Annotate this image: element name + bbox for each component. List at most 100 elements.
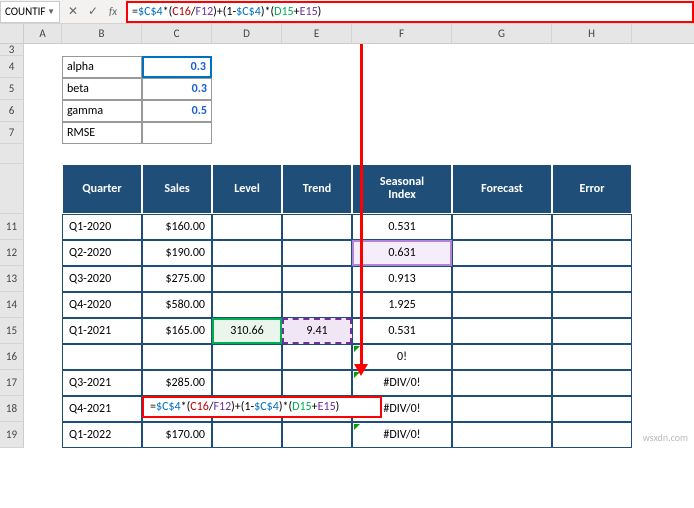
cell-level[interactable]: 310.66 [212,318,282,344]
cell-trend[interactable] [282,344,352,370]
cell-error[interactable] [552,370,632,396]
cell-quarter[interactable]: Q4-2021 [62,396,142,422]
cell-forecast[interactable] [452,344,552,370]
cell-forecast[interactable] [452,422,552,448]
row-header[interactable]: 4 [0,56,24,78]
cell-quarter[interactable]: Q3-2021 [62,370,142,396]
row-header[interactable]: 14 [0,292,24,318]
inline-formula-overlay: =$C$4*(C16/F12)+(1-$C$4)*(D15+E15) [142,396,382,418]
cell-trend[interactable] [282,214,352,240]
row-header[interactable]: 5 [0,78,24,100]
param-label: RMSE [62,122,142,144]
column-header[interactable]: E [282,24,352,43]
cell-trend[interactable] [282,266,352,292]
formula-input[interactable]: =$C$4*(C16/F12)+(1-$C$4)*(D15+E15) [126,1,694,23]
param-value[interactable]: 0.3 [142,56,212,78]
row-header[interactable]: 3 [0,44,24,56]
row-header[interactable]: 13 [0,266,24,292]
select-all-corner[interactable] [0,24,24,43]
row-header[interactable]: 19 [0,422,24,448]
row-header[interactable]: 15 [0,318,24,344]
annotation-arrow [360,44,363,366]
name-box-dropdown-icon[interactable]: ▼ [47,7,55,17]
cell-trend[interactable] [282,370,352,396]
row-header[interactable] [0,164,24,214]
table-header: Level [212,164,282,214]
cell-forecast[interactable] [452,266,552,292]
cell-forecast[interactable] [452,370,552,396]
cell-seasonal[interactable]: 0.913 [352,266,452,292]
cell-error[interactable] [552,318,632,344]
cell-level[interactable] [212,370,282,396]
cell-sales[interactable]: $580.00 [142,292,212,318]
cell-trend[interactable]: 9.41 [282,318,352,344]
cell-forecast[interactable] [452,240,552,266]
cell-error[interactable] [552,266,632,292]
spreadsheet-grid: ABCDEFGH 34567 111213141516171819 =$C$4*(… [0,24,694,508]
column-header[interactable]: G [452,24,552,43]
fx-icon[interactable]: fx [106,5,120,18]
accept-icon[interactable]: ✓ [86,4,100,19]
cell-error[interactable] [552,214,632,240]
error-indicator-icon [354,424,360,430]
cell-error[interactable] [552,396,632,422]
row-header[interactable]: 6 [0,100,24,122]
cell-sales[interactable]: $160.00 [142,214,212,240]
cell-seasonal[interactable]: 1.925 [352,292,452,318]
cell-forecast[interactable] [452,318,552,344]
cell-seasonal[interactable]: #DIV/0! [352,422,452,448]
row-header[interactable]: 18 [0,396,24,422]
column-header[interactable]: B [62,24,142,43]
cell-seasonal[interactable]: 0.531 [352,318,452,344]
cell-level[interactable] [212,292,282,318]
row-header[interactable]: 17 [0,370,24,396]
column-header[interactable]: A [24,24,62,43]
cell-trend[interactable] [282,240,352,266]
cell-error[interactable] [552,422,632,448]
cell-error[interactable] [552,292,632,318]
param-value[interactable] [142,122,212,144]
cell-quarter[interactable]: Q1-2022 [62,422,142,448]
cell-sales[interactable]: $190.00 [142,240,212,266]
cell-quarter[interactable]: Q1-2021 [62,318,142,344]
cell-level[interactable] [212,214,282,240]
cell-sales[interactable] [142,344,212,370]
cells-area[interactable]: =$C$4*(C16/F12)+(1-$C$4)*(D15+E15) wsxdn… [24,44,694,448]
cell-forecast[interactable] [452,214,552,240]
cell-level[interactable] [212,266,282,292]
param-value[interactable]: 0.3 [142,78,212,100]
row-header[interactable]: 7 [0,122,24,144]
cell-trend[interactable] [282,422,352,448]
param-value[interactable]: 0.5 [142,100,212,122]
cell-trend[interactable] [282,292,352,318]
row-header[interactable]: 16 [0,344,24,370]
column-header[interactable]: F [352,24,452,43]
cell-forecast[interactable] [452,396,552,422]
cell-seasonal[interactable]: 0.631 [352,240,452,266]
row-header[interactable] [0,144,24,164]
cell-quarter[interactable]: Q2-2020 [62,240,142,266]
table-header: Sales [142,164,212,214]
cell-level[interactable] [212,422,282,448]
column-header[interactable]: H [552,24,632,43]
cell-seasonal[interactable]: 0.531 [352,214,452,240]
column-header[interactable]: D [212,24,282,43]
cell-sales[interactable]: $275.00 [142,266,212,292]
row-header[interactable]: 11 [0,214,24,240]
cell-sales[interactable]: $165.00 [142,318,212,344]
cell-quarter[interactable]: Q3-2020 [62,266,142,292]
cell-error[interactable] [552,240,632,266]
cell-level[interactable] [212,344,282,370]
cell-quarter[interactable]: Q4-2020 [62,292,142,318]
cell-forecast[interactable] [452,292,552,318]
cell-sales[interactable]: $285.00 [142,370,212,396]
cell-level[interactable] [212,240,282,266]
cell-error[interactable] [552,344,632,370]
cancel-icon[interactable]: ✕ [66,4,80,19]
cell-quarter[interactable] [62,344,142,370]
cell-quarter[interactable]: Q1-2020 [62,214,142,240]
column-header[interactable]: C [142,24,212,43]
name-box[interactable]: COUNTIF ▼ [0,1,60,23]
row-header[interactable]: 12 [0,240,24,266]
cell-sales[interactable]: $170.00 [142,422,212,448]
